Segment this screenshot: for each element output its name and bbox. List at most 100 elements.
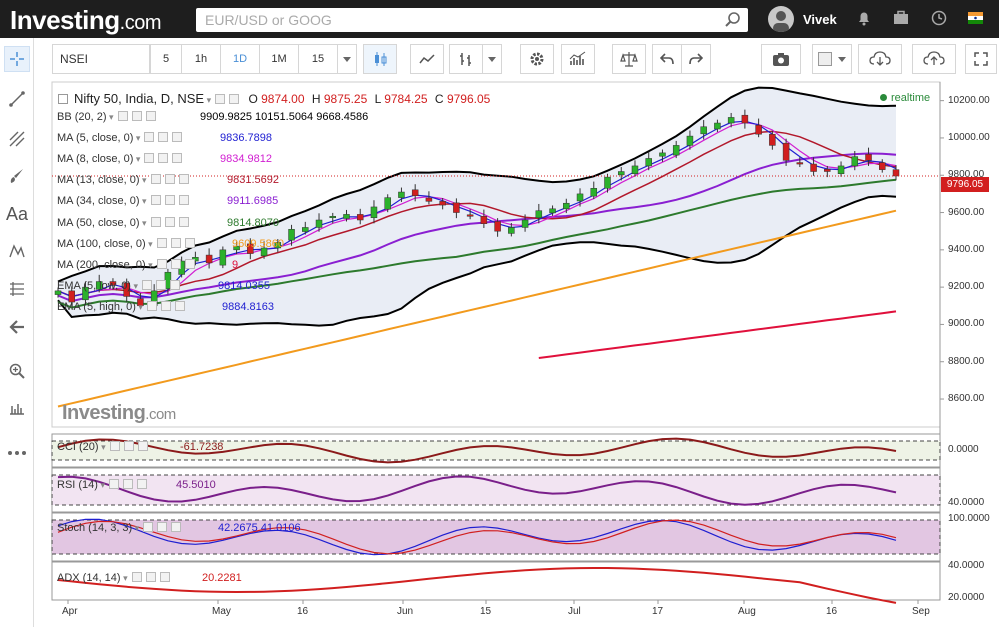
indicator-label[interactable]: BB (20, 2) ▾ bbox=[57, 111, 156, 123]
oscillator-label[interactable]: RSI (14) ▾ bbox=[57, 479, 147, 491]
oscillator-label[interactable]: CCI (20) ▾ bbox=[57, 441, 148, 453]
avatar[interactable] bbox=[768, 6, 794, 32]
cloud-download-icon bbox=[869, 51, 891, 66]
time-tick-label: Aug bbox=[738, 606, 756, 617]
symbol-field[interactable]: NSEI bbox=[52, 44, 150, 74]
color-picker-button[interactable] bbox=[812, 44, 852, 74]
indicator-label[interactable]: MA (5, close, 0) ▾ bbox=[57, 132, 183, 144]
more-tools[interactable] bbox=[4, 440, 30, 466]
time-tick-label: 16 bbox=[297, 606, 309, 617]
candles-button[interactable] bbox=[363, 44, 397, 74]
candle bbox=[535, 210, 543, 219]
compare-button[interactable] bbox=[612, 44, 646, 74]
clock-icon[interactable] bbox=[931, 10, 947, 26]
ruler-icon bbox=[10, 404, 24, 415]
interval-1m[interactable]: 1M bbox=[259, 44, 299, 74]
camera-icon bbox=[773, 52, 789, 66]
username[interactable]: Vivek bbox=[803, 12, 837, 27]
time-tick-label: Apr bbox=[62, 606, 78, 617]
chart-type-dropdown[interactable] bbox=[482, 44, 502, 74]
realtime-badge: realtime bbox=[880, 92, 930, 104]
fullscreen-icon bbox=[974, 52, 988, 66]
interval-dropdown[interactable] bbox=[337, 44, 357, 74]
candle bbox=[769, 133, 776, 146]
candle bbox=[727, 117, 735, 124]
indicator-label[interactable]: MA (34, close, 0) ▾ bbox=[57, 195, 189, 207]
interval-5[interactable]: 5 bbox=[150, 44, 182, 74]
ma-100-line bbox=[57, 209, 897, 408]
indicator-label[interactable]: EMA (5, high, 0) ▾ bbox=[57, 300, 185, 313]
candle bbox=[879, 162, 886, 170]
candle bbox=[837, 165, 845, 175]
candle bbox=[851, 156, 859, 167]
candle bbox=[288, 229, 295, 241]
candle bbox=[411, 189, 419, 197]
logo[interactable]: Investing.com bbox=[10, 5, 161, 35]
interval-1d[interactable]: 1D bbox=[220, 44, 260, 74]
trendline-tool[interactable] bbox=[4, 86, 30, 112]
candle bbox=[398, 191, 405, 198]
indicators-button[interactable] bbox=[561, 44, 595, 74]
interval-15[interactable]: 15 bbox=[298, 44, 338, 74]
line-chart-button[interactable] bbox=[410, 44, 444, 74]
more-icon bbox=[8, 451, 26, 455]
candle bbox=[672, 145, 680, 156]
back-tool[interactable] bbox=[4, 314, 30, 340]
time-tick-label: Sep bbox=[912, 606, 930, 617]
indicator-label[interactable]: MA (100, close, 0) ▾ bbox=[57, 237, 195, 250]
chart-title[interactable]: Nifty 50, India, D, NSE bbox=[74, 91, 205, 106]
settings-button[interactable] bbox=[520, 44, 554, 74]
load-chart-button[interactable] bbox=[858, 44, 902, 74]
redo-button[interactable] bbox=[681, 44, 711, 74]
search-box[interactable] bbox=[196, 8, 748, 32]
crosshair-icon bbox=[10, 52, 24, 66]
candle bbox=[123, 282, 130, 297]
gear-icon bbox=[530, 52, 544, 66]
candle bbox=[439, 201, 446, 206]
interval-1h[interactable]: 1h bbox=[181, 44, 221, 74]
indicator-label[interactable]: EMA (5, low, 0) ▾ bbox=[57, 279, 181, 292]
indicator-value: 9909.9825 10151.5064 9668.4586 bbox=[200, 111, 369, 123]
search-input[interactable] bbox=[196, 8, 716, 32]
measure-tool[interactable] bbox=[4, 396, 30, 422]
pitchfork-tool[interactable] bbox=[4, 126, 30, 152]
candle bbox=[274, 242, 282, 249]
undo-button[interactable] bbox=[652, 44, 682, 74]
brush-tool[interactable] bbox=[4, 163, 30, 189]
bars-button[interactable] bbox=[449, 44, 483, 74]
osc-axis-label-adx: 20.0000 bbox=[948, 592, 985, 603]
top-bar: Investing.com Vivek bbox=[0, 0, 999, 38]
price-tick-label: 8600.00 bbox=[948, 393, 985, 405]
bell-icon[interactable] bbox=[856, 10, 872, 26]
screenshot-button[interactable] bbox=[761, 44, 801, 74]
briefcase-icon[interactable] bbox=[893, 10, 909, 26]
crosshair-tool[interactable] bbox=[4, 46, 30, 72]
indicator-label[interactable]: MA (13, close, 0) ▾ bbox=[57, 174, 189, 186]
indicator-label[interactable]: MA (200, close, 0) ▾ bbox=[57, 258, 195, 271]
zoom-tool[interactable] bbox=[4, 358, 30, 384]
indicator-label[interactable]: MA (8, close, 0) ▾ bbox=[57, 153, 183, 165]
save-chart-button[interactable] bbox=[912, 44, 956, 74]
candle bbox=[260, 247, 268, 257]
fibonacci-tool[interactable] bbox=[4, 276, 30, 302]
search-icon[interactable] bbox=[724, 11, 742, 29]
india-flag-icon[interactable] bbox=[968, 12, 983, 24]
chevron-down-icon bbox=[838, 56, 846, 62]
low-value: 9784.25 bbox=[384, 92, 428, 106]
osc-axis-label-rsi: 40.0000 bbox=[948, 497, 985, 508]
oscillator-label[interactable]: Stoch (14, 3, 3) ▾ bbox=[57, 522, 182, 534]
bollinger-lower bbox=[57, 194, 897, 327]
high-label: H bbox=[311, 92, 321, 106]
collapse-icon[interactable] bbox=[58, 94, 68, 104]
oscillator-label[interactable]: ADX (14, 14) ▾ bbox=[57, 572, 170, 584]
candle bbox=[714, 122, 721, 130]
text-tool[interactable]: Aa bbox=[4, 201, 30, 227]
fullscreen-button[interactable] bbox=[965, 44, 997, 74]
candle bbox=[508, 227, 515, 234]
candle bbox=[302, 227, 309, 232]
pattern-tool[interactable] bbox=[4, 238, 30, 264]
indicators-icon bbox=[569, 51, 586, 65]
indicator-label[interactable]: MA (50, close, 0) ▾ bbox=[57, 216, 189, 229]
candle bbox=[315, 219, 323, 228]
